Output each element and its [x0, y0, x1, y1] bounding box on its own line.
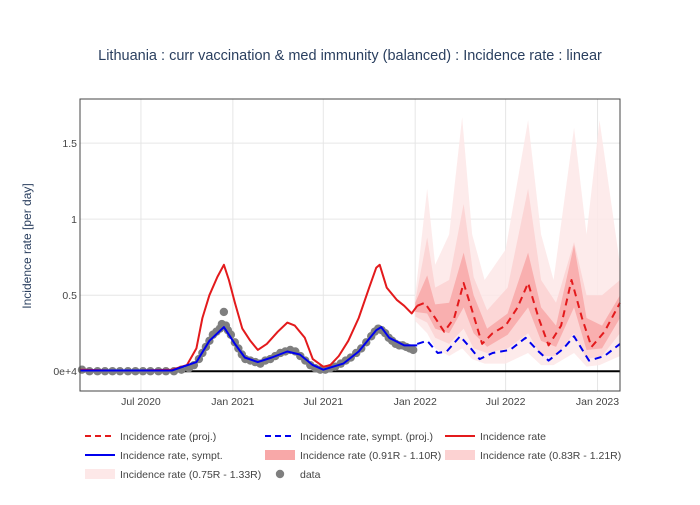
legend-label: Incidence rate	[480, 431, 546, 443]
legend-label: Incidence rate, sympt.	[120, 450, 223, 462]
legend-item-data: data	[275, 469, 321, 481]
x-tick-label-0: Jul 2020	[121, 396, 161, 408]
plot-frame	[79, 98, 621, 392]
axis-layer: Jul 2020 Jan 2021 Jul 2021 Jan 2022 Jul 2022…	[53, 98, 621, 408]
data-point-24	[219, 307, 229, 317]
legend-item-incidence-rate-0-75r-1-33r: Incidence rate (0.75R - 1.33R)	[85, 469, 261, 481]
lines-layer	[79, 263, 621, 372]
data-point-68	[408, 345, 418, 355]
x-tick-label-3: Jan 2022	[394, 396, 437, 408]
y-tick-label-1: 0.5	[62, 290, 77, 302]
legend-label: Incidence rate (proj.)	[120, 431, 216, 443]
x-tick-label-2: Jul 2021	[303, 396, 343, 408]
y-axis-label: Incidence rate [per day]	[20, 183, 34, 308]
legend-label: Incidence rate (0.75R - 1.33R)	[120, 469, 261, 481]
legend-swatch	[445, 450, 475, 460]
band-incidence-rate-0-91r-1-10r	[415, 245, 620, 350]
legend-item-incidence-rate-sympt: Incidence rate, sympt.	[85, 450, 223, 462]
legend: Incidence rate (proj.) Incidence rate, sy…	[85, 431, 621, 481]
legend-item-incidence-rate-0-91r-1-10r: Incidence rate (0.91R - 1.10R)	[265, 450, 441, 462]
legend-label: Incidence rate (0.91R - 1.10R)	[300, 450, 441, 462]
series-incidence-rate-sympt	[80, 326, 418, 372]
y-tick-label-3: 1.5	[62, 138, 77, 150]
legend-item-incidence-rate-0-83r-1-21r: Incidence rate (0.83R - 1.21R)	[445, 450, 621, 462]
legend-swatch	[265, 450, 295, 460]
bands-layer	[415, 117, 620, 367]
y-tick-label-0: 0e+4	[53, 366, 77, 378]
legend-label: Incidence rate (0.83R - 1.21R)	[480, 450, 621, 462]
legend-item-incidence-rate: Incidence rate	[445, 431, 546, 443]
legend-label: Incidence rate, sympt. (proj.)	[300, 431, 433, 443]
x-tick-label-4: Jul 2022	[486, 396, 526, 408]
legend-label: data	[300, 469, 321, 481]
chart-title: Lithuania : curr vaccination & med immun…	[98, 48, 602, 64]
legend-swatch	[85, 469, 115, 479]
x-tick-label-5: Jan 2023	[576, 396, 619, 408]
y-tick-label-2: 1	[71, 214, 77, 226]
legend-swatch	[275, 469, 285, 479]
legend-item-incidence-rate-sympt-proj: Incidence rate, sympt. (proj.)	[265, 431, 433, 443]
data-point-27	[226, 330, 236, 339]
legend-item-incidence-rate-proj: Incidence rate (proj.)	[85, 431, 216, 443]
series-incidence-rate	[79, 263, 419, 372]
x-tick-label-1: Jan 2021	[211, 396, 254, 408]
